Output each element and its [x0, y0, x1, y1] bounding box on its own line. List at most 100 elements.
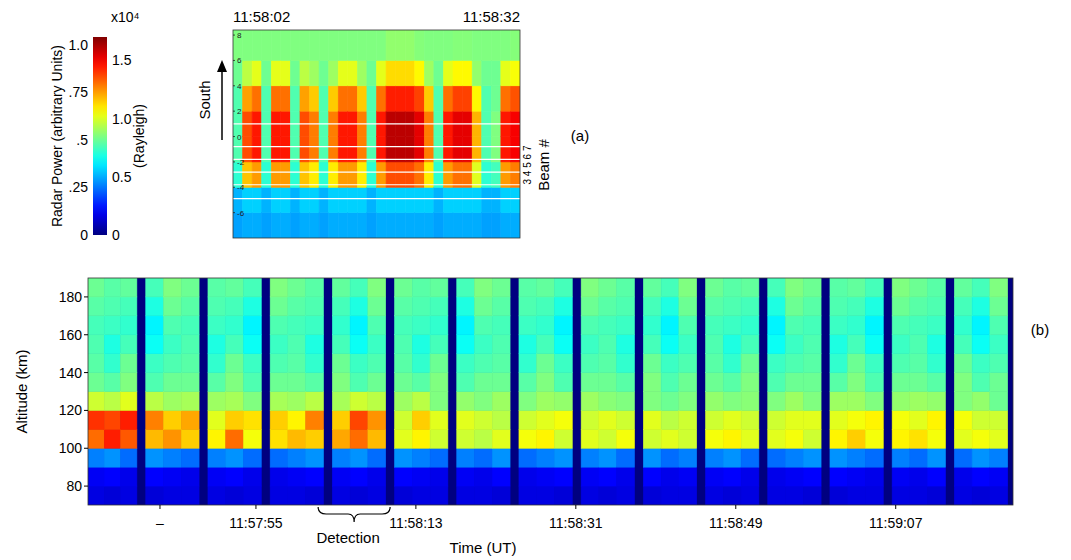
cell [910, 467, 928, 486]
cell [910, 373, 928, 392]
cell [865, 392, 883, 411]
cell [104, 467, 120, 486]
cell [463, 60, 473, 85]
cell [954, 278, 972, 297]
cell [412, 486, 430, 505]
cell [208, 297, 226, 316]
cell [306, 486, 324, 505]
cell [491, 162, 501, 187]
cell [104, 278, 120, 297]
cell [281, 30, 291, 60]
cell [104, 335, 120, 354]
cell [243, 60, 253, 85]
cell [803, 448, 821, 467]
cell [368, 448, 386, 467]
cell [519, 410, 537, 429]
tick-label: 180 [59, 289, 83, 305]
cell [348, 86, 358, 111]
axis-title: (Rayleigh) [131, 104, 147, 168]
cell [679, 467, 697, 486]
cell [306, 392, 324, 411]
cell [368, 278, 386, 297]
tick-mark [84, 486, 88, 487]
tick-label: 11:58:31 [549, 515, 603, 531]
cell [310, 86, 320, 111]
plot-frame [88, 278, 1013, 505]
cell [643, 467, 661, 486]
cell [554, 448, 572, 467]
cell [377, 162, 387, 187]
cell [643, 429, 661, 448]
tick-mark [84, 372, 88, 373]
cell [243, 429, 261, 448]
cell [741, 335, 759, 354]
cell [350, 429, 368, 448]
cell [492, 392, 510, 411]
tick-label: 0.5 [112, 169, 132, 185]
cell [430, 373, 448, 392]
tick-label: 11:58:13 [389, 515, 443, 531]
cell [661, 297, 679, 316]
cell [599, 373, 617, 392]
cell [803, 429, 821, 448]
cell [270, 392, 288, 411]
cell [226, 335, 244, 354]
cell [519, 392, 537, 411]
cell [928, 410, 946, 429]
cell [146, 410, 164, 429]
cell [306, 354, 324, 373]
cell [88, 373, 104, 392]
cell [848, 335, 866, 354]
cell [243, 30, 253, 60]
cell [368, 486, 386, 505]
cell [954, 316, 972, 335]
cell [892, 278, 910, 297]
cell [830, 316, 848, 335]
cell [457, 297, 475, 316]
cell [723, 467, 741, 486]
cell [88, 316, 104, 335]
cell [350, 354, 368, 373]
cell [741, 297, 759, 316]
cell [262, 137, 272, 162]
cell [377, 213, 387, 238]
cell [768, 448, 786, 467]
cell [848, 278, 866, 297]
cell [164, 410, 182, 429]
cell [300, 137, 310, 162]
cell [786, 429, 804, 448]
cell [910, 429, 928, 448]
tick-label: 4 [237, 82, 242, 91]
cell [910, 354, 928, 373]
cell [270, 429, 288, 448]
cell [510, 60, 520, 85]
cell [243, 86, 253, 111]
cell [475, 335, 493, 354]
cell [661, 410, 679, 429]
cell [501, 137, 511, 162]
cell [412, 297, 430, 316]
cell [226, 410, 244, 429]
cell [88, 448, 104, 467]
cell [706, 335, 724, 354]
cell [252, 137, 262, 162]
cell [281, 213, 291, 238]
bracket [318, 507, 390, 522]
cell [501, 30, 511, 60]
cell [519, 278, 537, 297]
cell [475, 410, 493, 429]
cell [463, 86, 473, 111]
tick-mark [233, 136, 235, 137]
cell [386, 137, 396, 162]
cell [830, 354, 848, 373]
cell [617, 410, 635, 429]
cell [288, 373, 306, 392]
cell [848, 354, 866, 373]
beam-line [233, 198, 520, 199]
cell [434, 137, 444, 162]
cell [88, 467, 104, 486]
cell [288, 410, 306, 429]
cell [395, 410, 413, 429]
cell [554, 335, 572, 354]
cell [243, 316, 261, 335]
